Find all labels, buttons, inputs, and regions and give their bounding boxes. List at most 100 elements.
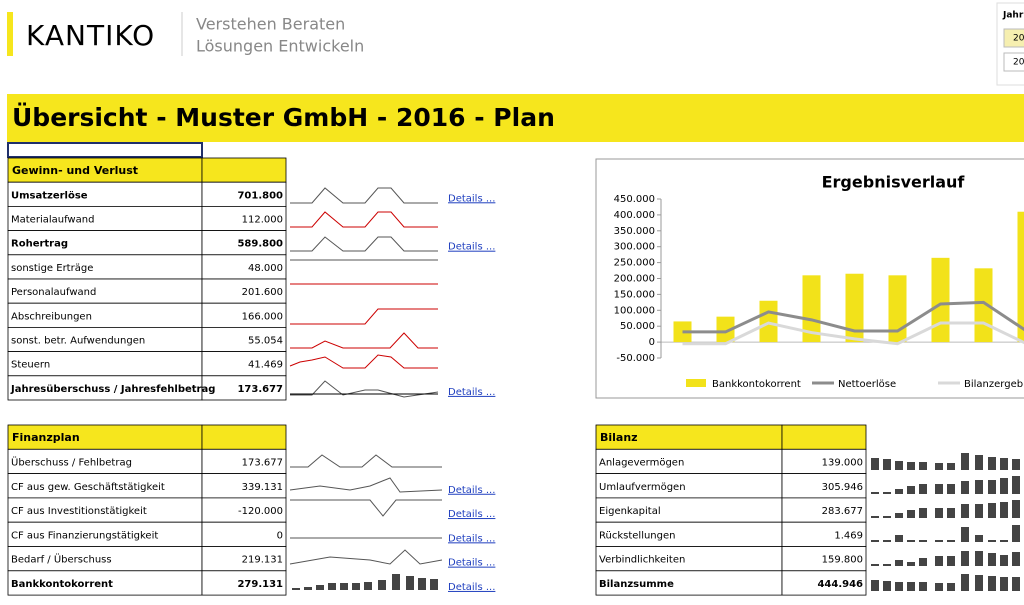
details-link[interactable]: Details ... xyxy=(448,242,495,253)
cell xyxy=(7,521,203,547)
y-tick-label: 200.000 xyxy=(614,274,655,285)
table-title: Bilanz xyxy=(600,431,638,444)
cell xyxy=(7,302,203,328)
cell xyxy=(595,473,783,499)
cell xyxy=(7,570,203,596)
row-label: Jahresüberschuss / Jahresfehlbetrag xyxy=(10,384,215,395)
line xyxy=(682,321,1024,346)
row-label: sonstige Erträge xyxy=(11,263,93,274)
cell xyxy=(781,546,867,572)
cell xyxy=(7,181,203,207)
row-label: Bilanzsumme xyxy=(599,579,674,590)
sparkline xyxy=(290,211,438,228)
cell xyxy=(201,497,287,523)
details-link[interactable]: Details ... xyxy=(448,387,495,398)
row-label: sonst. betr. Aufwendungen xyxy=(11,336,145,347)
row-label: CF aus Investitionstätigkeit xyxy=(11,506,147,517)
y-tick-label: 100.000 xyxy=(614,305,655,316)
cell xyxy=(201,521,287,547)
row-label: Umlaufvermögen xyxy=(599,482,686,493)
sparkline xyxy=(290,308,438,325)
row-label: Steuern xyxy=(11,360,50,371)
row-label: Umsatzerlöse xyxy=(11,190,88,201)
line xyxy=(682,300,1024,334)
year-button[interactable] xyxy=(1003,52,1024,72)
cell xyxy=(595,521,783,547)
row-value: 173.677 xyxy=(237,384,283,395)
cell xyxy=(7,254,203,280)
row-value: 0 xyxy=(277,530,283,541)
page-title: Übersicht - Muster GmbH - 2016 - Plan xyxy=(12,102,555,132)
y-tick-label: 0 xyxy=(649,337,655,348)
y-tick-label: 50.000 xyxy=(620,321,655,332)
cell xyxy=(7,546,203,572)
sparkline xyxy=(290,187,438,204)
details-link[interactable]: Details ... xyxy=(448,485,495,496)
cell xyxy=(7,230,203,256)
cell xyxy=(7,326,203,352)
row-value: 279.131 xyxy=(237,579,283,590)
legend-label: Nettoerlöse xyxy=(838,379,896,390)
table-title: Finanzplan xyxy=(12,431,80,444)
bar xyxy=(931,257,950,343)
row-value: 159.800 xyxy=(822,555,863,566)
details-link[interactable]: Details ... xyxy=(448,582,495,593)
cell xyxy=(7,473,203,499)
y-tick-label: 350.000 xyxy=(614,226,655,237)
title-bar xyxy=(7,94,1024,142)
tagline: Verstehen Beraten xyxy=(196,15,345,34)
details-link[interactable]: Details ... xyxy=(448,193,495,204)
year-button[interactable] xyxy=(1003,28,1024,48)
details-link[interactable]: Details ... xyxy=(448,509,495,520)
row-label: Abschreibungen xyxy=(11,311,92,322)
bar-sparkline xyxy=(871,453,1020,591)
table-header xyxy=(595,424,783,450)
cell xyxy=(201,326,287,352)
row-label: Materialaufwand xyxy=(11,215,94,226)
y-tick-label: 450.000 xyxy=(614,194,655,205)
sparkline xyxy=(290,499,442,517)
y-tick-label: 300.000 xyxy=(614,242,655,253)
cell xyxy=(781,473,867,499)
row-label: Rohertrag xyxy=(11,239,68,250)
row-label: Anlagevermögen xyxy=(599,457,684,468)
sparkline xyxy=(289,354,438,369)
tagline: Lösungen Entwickeln xyxy=(196,37,364,56)
table-header xyxy=(781,424,867,450)
row-value: 166.000 xyxy=(242,311,283,322)
brand-bar xyxy=(7,12,13,56)
brand: KANTIKO xyxy=(26,19,155,52)
year-button-label[interactable]: 20 xyxy=(1013,34,1024,44)
sparklines xyxy=(289,187,1020,591)
year-label: Jahr xyxy=(1002,11,1024,21)
sparkline xyxy=(290,332,438,349)
selected-cell[interactable] xyxy=(7,142,203,158)
details-link[interactable]: Details ... xyxy=(448,533,495,544)
cell xyxy=(781,570,867,596)
year-button-label[interactable]: 20 xyxy=(1013,58,1024,68)
table-header xyxy=(7,424,203,450)
row-value: 589.800 xyxy=(237,239,283,250)
row-value: 201.600 xyxy=(242,287,283,298)
row-value: 139.000 xyxy=(822,457,863,468)
sparkline xyxy=(290,236,438,252)
chart: Ergebnisverlauf -50.000 0 50.000 100.000 150.… xyxy=(614,173,1024,390)
cell xyxy=(7,351,203,377)
row-value: 1.469 xyxy=(834,530,863,541)
cell xyxy=(595,546,783,572)
details-link[interactable]: Details ... xyxy=(448,558,495,569)
cell xyxy=(201,375,287,401)
bar-sparkline xyxy=(292,574,438,590)
row-value: -120.000 xyxy=(238,506,283,517)
y-tick-label: -50.000 xyxy=(616,353,655,364)
row-value: 283.677 xyxy=(822,506,863,517)
row-value: 55.054 xyxy=(248,336,283,347)
row-label: Personalaufwand xyxy=(11,287,96,298)
cell xyxy=(201,448,287,474)
row-value: 444.946 xyxy=(817,579,863,590)
bar xyxy=(1017,211,1024,343)
bar xyxy=(716,316,735,343)
row-value: 41.469 xyxy=(248,360,283,371)
